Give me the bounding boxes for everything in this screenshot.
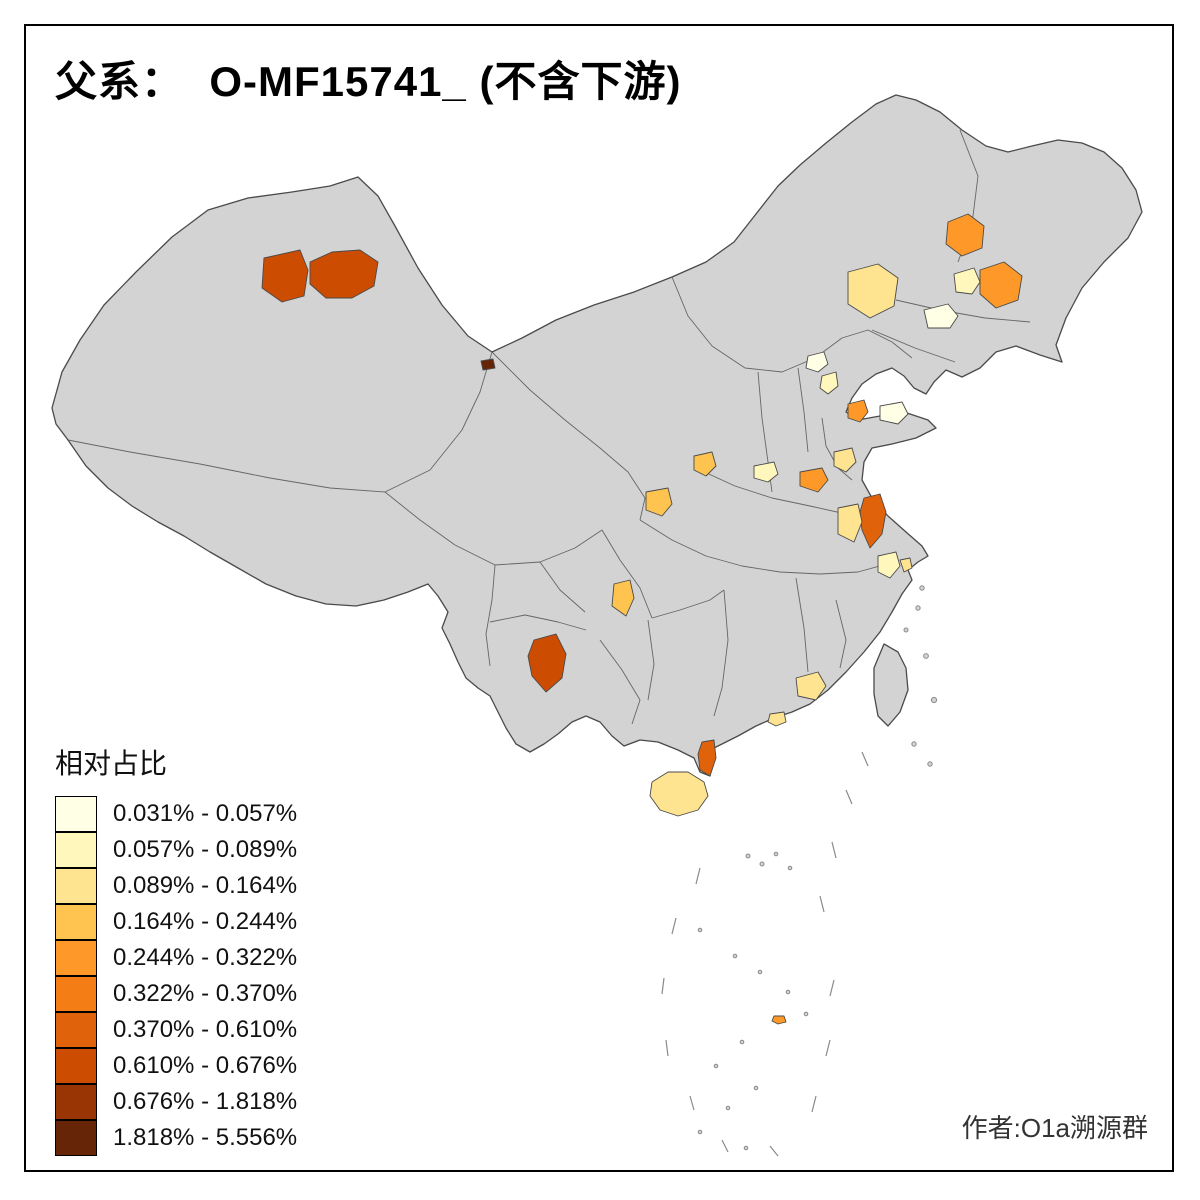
map-region-shaanxi [645, 487, 673, 517]
legend-label: 0.370% - 0.610% [113, 1016, 298, 1043]
map-region-guangdong-b [767, 711, 787, 727]
map-region-south-sea-islet [771, 1015, 787, 1025]
legend-swatch [55, 1083, 97, 1120]
figure-title: 父系： O-MF15741_ (不含下游) [55, 58, 682, 105]
map-region-xinjiang-a [261, 249, 309, 303]
map-region-anhui [837, 503, 863, 543]
map-region-xinjiang-b [309, 249, 379, 299]
taiwan-shape [873, 643, 909, 727]
map-region-beijing-b [819, 371, 839, 395]
legend-label: 0.676% - 1.818% [113, 1088, 298, 1115]
map-region-shanxi [693, 451, 717, 477]
map-region-neimongol [847, 263, 899, 319]
legend-row: 0.676% - 1.818% [55, 1083, 298, 1120]
map-region-heilongjiang [945, 213, 985, 257]
map-region-shandong-a [847, 399, 869, 423]
legend: 相对占比 0.031% - 0.057% 0.057% - 0.089% 0.089… [55, 742, 297, 1156]
legend-row: 0.370% - 0.610% [55, 1011, 298, 1048]
map-region-leizhou [697, 739, 717, 777]
legend-swatch [55, 975, 97, 1012]
map-region-guangdong-a [795, 671, 827, 701]
map-region-liaoning [923, 303, 959, 329]
map-region-hubei-b [899, 557, 913, 573]
map-region-hubei-a [877, 551, 901, 579]
small-islands [697, 585, 938, 1151]
map-region-hainan [649, 771, 709, 817]
map-region-changchun [953, 267, 981, 295]
legend-label: 0.610% - 0.676% [113, 1052, 298, 1079]
map-region-shandong-b [879, 401, 909, 425]
legend-label: 0.164% - 0.244% [113, 908, 298, 935]
legend-swatch [55, 1119, 97, 1156]
map-region-border-dot [480, 358, 496, 371]
mainland-shape [51, 94, 1143, 777]
legend-row: 0.031% - 0.057% [55, 795, 298, 832]
legend-label: 0.031% - 0.057% [113, 800, 298, 827]
legend-row: 0.610% - 0.676% [55, 1047, 298, 1084]
legend-items: 0.031% - 0.057% 0.057% - 0.089% 0.089% - 0… [55, 795, 298, 1156]
legend-swatch [55, 795, 97, 832]
legend-swatch [55, 1047, 97, 1084]
legend-row: 0.322% - 0.370% [55, 975, 298, 1012]
attribution: 作者:O1a溯源群 [961, 1113, 1148, 1143]
legend-swatch [55, 867, 97, 904]
legend-swatch [55, 1011, 97, 1048]
legend-label: 0.057% - 0.089% [113, 836, 298, 863]
legend-swatch [55, 903, 97, 940]
legend-label: 0.089% - 0.164% [113, 872, 298, 899]
map-region-henan-b [833, 447, 857, 473]
legend-row: 1.818% - 5.556% [55, 1119, 298, 1156]
map-region-jilin [979, 261, 1023, 309]
province-borders [67, 129, 1031, 725]
map-region-hebei-s [753, 461, 779, 483]
legend-label: 0.244% - 0.322% [113, 944, 298, 971]
legend-row: 0.164% - 0.244% [55, 903, 298, 940]
legend-label: 0.322% - 0.370% [113, 980, 298, 1007]
legend-swatch [55, 831, 97, 868]
legend-row: 0.057% - 0.089% [55, 831, 298, 868]
legend-row: 0.089% - 0.164% [55, 867, 298, 904]
map-region-yunnan [527, 633, 567, 693]
legend-row: 0.244% - 0.322% [55, 939, 298, 976]
legend-swatch [55, 939, 97, 976]
map-region-henan-a [799, 467, 829, 493]
map-region-chongqing [611, 579, 635, 617]
legend-title: 相对占比 [55, 748, 168, 779]
legend-label: 1.818% - 5.556% [113, 1124, 298, 1151]
map-region-beijing-a [805, 351, 829, 373]
sea-dashes [661, 751, 869, 1157]
